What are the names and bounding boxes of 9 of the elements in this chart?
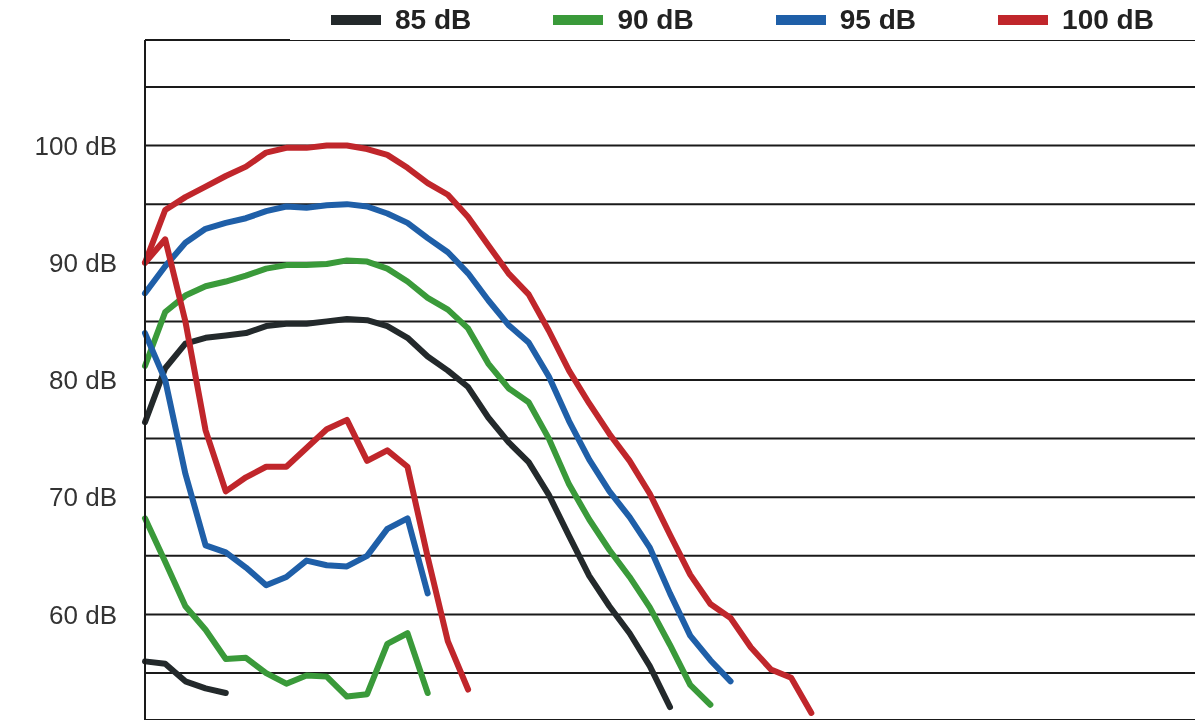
- y-tick-label: 80 dB: [49, 365, 117, 396]
- y-tick-label: 70 dB: [49, 482, 117, 513]
- y-tick-label: 90 dB: [49, 247, 117, 278]
- legend-label: 95 dB: [839, 4, 916, 36]
- legend-label: 85 dB: [395, 4, 472, 36]
- legend-label: 100 dB: [1062, 4, 1154, 36]
- y-tick-label: 100 dB: [34, 130, 117, 161]
- legend-label: 90 dB: [617, 4, 694, 36]
- y-tick-label: 60 dB: [49, 599, 117, 630]
